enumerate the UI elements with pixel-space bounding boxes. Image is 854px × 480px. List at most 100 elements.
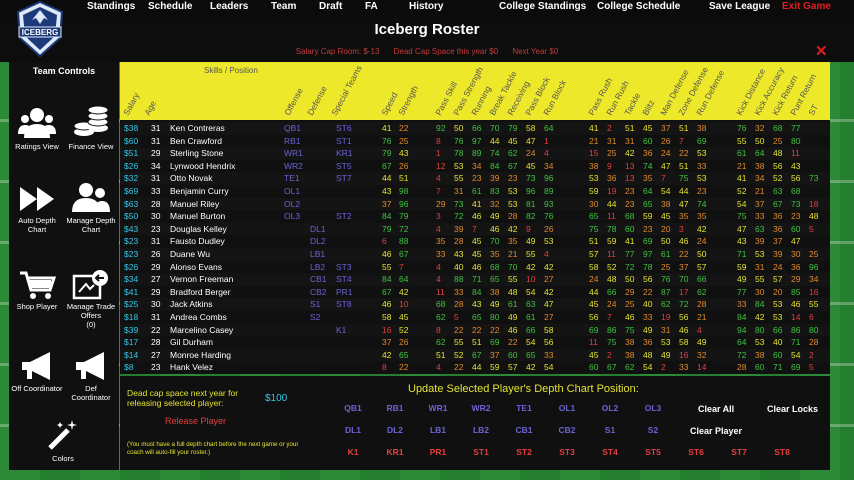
position-button-pr1[interactable]: PR1: [429, 447, 447, 457]
table-row[interactable]: $50 30 Manuel Burton OL3 ST2 84 79 3 72 46 49 28 82 7…: [120, 210, 830, 223]
skill-value-cell: 53: [454, 160, 464, 171]
position-button-qb1[interactable]: QB1: [344, 403, 362, 413]
column-header[interactable]: Salary: [121, 91, 142, 117]
skill-value-cell: 88: [399, 236, 409, 247]
table-row[interactable]: $39 22 Marcelino Casey K1 16 52 8 22 22 22 46 66 58 6…: [120, 323, 830, 337]
skill-value-cell: 35: [697, 211, 707, 222]
skill-value-cell: 22: [508, 337, 518, 348]
skill-value-cell: 11: [436, 286, 445, 297]
column-header[interactable]: Blitz: [640, 98, 657, 117]
column-header[interactable]: Speed: [379, 90, 400, 117]
nav-college-standings[interactable]: College Standings: [499, 1, 587, 12]
column-header[interactable]: ST: [806, 102, 821, 117]
nav-save-league[interactable]: Save League: [709, 1, 771, 12]
clear-all-button[interactable]: Clear All: [698, 404, 735, 414]
colors-button[interactable]: Colors: [37, 418, 89, 463]
skill-value-cell: 59: [490, 362, 500, 373]
nav-draft[interactable]: Draft: [319, 1, 343, 12]
table-row[interactable]: $43 23 Douglas Kelley DL1 79 72 4 39 7 46 42 9 26 75 7…: [120, 222, 830, 236]
skill-value-cell: 74: [697, 198, 707, 209]
column-header[interactable]: Defense: [305, 84, 329, 117]
skill-value-cell: 77: [791, 123, 801, 133]
table-row[interactable]: $69 33 Benjamin Curry OL1 43 98 7 31 61 83 53 96 89 5…: [120, 185, 830, 198]
table-row[interactable]: $60 31 Ben Crawford RB1 ST1 76 25 8 76 97 44 45 47 1 2…: [120, 135, 830, 148]
position-button-st7[interactable]: ST7: [731, 447, 747, 457]
position-button-wr1[interactable]: WR1: [428, 403, 448, 413]
position-button-ol1[interactable]: OL1: [558, 403, 576, 413]
table-row[interactable]: $34 27 Vernon Freeman CB1 ST4 84 64 4 88 71 65 55 10…: [120, 273, 830, 286]
table-row[interactable]: $51 29 Sterling Stone WR1 KR1 79 43 1 78 89 74 62 24…: [120, 147, 830, 160]
column-header[interactable]: Offense: [282, 86, 305, 117]
release-player-button[interactable]: Release Player: [165, 416, 227, 426]
position-button-st8[interactable]: ST8: [774, 447, 790, 457]
position-button-s2[interactable]: S2: [647, 425, 659, 435]
position-button-te1[interactable]: TE1: [516, 403, 532, 413]
table-row[interactable]: $63 28 Manuel Riley OL2 37 96 29 73 41 32 53 81 93 30…: [120, 197, 830, 211]
ratings-view-button[interactable]: Ratings View: [11, 106, 63, 151]
table-row[interactable]: $8 23 Hank Velez 8 22 4 22 44 59 57 42 54 60 67 62 54 2 3…: [120, 361, 830, 374]
column-header[interactable]: Special Teams: [329, 63, 364, 117]
position-button-k1[interactable]: K1: [347, 447, 359, 457]
position-button-ol2[interactable]: OL2: [601, 403, 619, 413]
table-row[interactable]: $23 26 Duane Wu LB1 46 67 33 43 45 35 21 55 4 57 11 77 9…: [120, 248, 830, 261]
shop-player-button[interactable]: Shop Player: [11, 270, 63, 311]
table-row[interactable]: $26 29 Alonso Evans LB2 ST3 55 7 4 40 46 68 70 42 42 5…: [120, 261, 830, 274]
position-button-ol3[interactable]: OL3: [644, 403, 662, 413]
nav-schedule[interactable]: Schedule: [148, 1, 193, 12]
table-row[interactable]: $18 31 Andrea Combs S2 58 45 62 5 65 80 49 61 27 56 7 4…: [120, 311, 830, 324]
clear-player-button[interactable]: Clear Player: [690, 426, 743, 436]
manage-depth-chart-button[interactable]: Manage Depth Chart: [65, 182, 117, 234]
position-button-lb1[interactable]: LB1: [429, 425, 447, 435]
table-row[interactable]: $14 27 Monroe Harding 42 65 51 52 67 37 60 65 33 45 2…: [120, 348, 830, 362]
nav-standings[interactable]: Standings: [87, 1, 136, 12]
position-button-st5[interactable]: ST5: [645, 447, 661, 457]
position-button-rb1[interactable]: RB1: [386, 403, 404, 413]
position-button-st6[interactable]: ST6: [688, 447, 704, 457]
position-button-wr2[interactable]: WR2: [471, 403, 491, 413]
column-header[interactable]: Tackle: [622, 91, 643, 117]
def-coordinator-button[interactable]: Def Coordinator: [65, 350, 117, 402]
skill-value-cell: 4: [436, 274, 441, 285]
off-coordinator-button[interactable]: Off Coordinator: [11, 350, 63, 393]
manage-trade-offers-button[interactable]: Manage Trade Offers (0): [65, 270, 117, 329]
table-row[interactable]: $17 28 Gil Durham 37 26 62 55 51 69 22 54 56 11 75 38 3…: [120, 336, 830, 349]
nav-college-schedule[interactable]: College Schedule: [597, 1, 681, 12]
nav-team[interactable]: Team: [271, 1, 297, 12]
position-button-cb2[interactable]: CB2: [558, 425, 576, 435]
skill-value-cell: 9: [526, 223, 531, 234]
close-icon[interactable]: ✕: [815, 43, 828, 60]
position-button-st2[interactable]: ST2: [516, 447, 532, 457]
position-button-st3[interactable]: ST3: [559, 447, 575, 457]
position-button-lb2[interactable]: LB2: [472, 425, 490, 435]
table-row[interactable]: $25 30 Jack Atkins S1 ST8 46 10 68 28 43 49 61 63 47 4…: [120, 298, 830, 311]
position-button-cb1[interactable]: CB1: [515, 425, 533, 435]
skill-value-cell: 28: [697, 299, 707, 310]
auto-depth-chart-label: Auto Depth Chart: [18, 216, 56, 234]
table-row[interactable]: $26 34 Lynwood Hendrix WR2 ST5 67 26 12 53 34 84 67…: [120, 160, 830, 173]
table-row[interactable]: $38 31 Ken Contreras QB1 ST6 41 22 92 50 66 70 79 58…: [120, 122, 830, 135]
cart-icon: [20, 271, 56, 299]
nav-history[interactable]: History: [409, 1, 444, 12]
nav-leaders[interactable]: Leaders: [210, 1, 249, 12]
skill-value-cell: 69: [643, 236, 653, 247]
position-button-st4[interactable]: ST4: [602, 447, 618, 457]
auto-depth-chart-button[interactable]: Auto Depth Chart: [11, 184, 63, 234]
nav-exit-game[interactable]: Exit Game: [782, 1, 831, 12]
position-button-st1[interactable]: ST1: [473, 447, 489, 457]
nav-fa[interactable]: FA: [365, 1, 378, 12]
skill-value-cell: 3: [436, 211, 441, 222]
position-button-s1[interactable]: S1: [604, 425, 616, 435]
skill-value-cell: 43: [472, 299, 482, 310]
table-row[interactable]: $23 31 Fausto Dudley DL2 6 88 35 28 45 70 35 49 53 51…: [120, 235, 830, 248]
column-header[interactable]: Age: [142, 98, 159, 117]
table-row[interactable]: $32 31 Otto Novak TE1 ST7 44 51 4 55 23 39 23 73 96 53…: [120, 172, 830, 185]
skill-value-cell: 85: [791, 286, 801, 297]
position-button-dl2[interactable]: DL2: [386, 425, 404, 435]
position-button-kr1[interactable]: KR1: [386, 447, 404, 457]
column-header[interactable]: Strength: [396, 83, 421, 117]
clear-locks-button[interactable]: Clear Locks: [767, 404, 819, 414]
table-row[interactable]: $41 29 Bradford Berger CB2 PR1 67 42 11 33 84 38 48…: [120, 286, 830, 299]
position-button-dl1[interactable]: DL1: [344, 425, 362, 435]
finance-view-button[interactable]: Finance View: [65, 106, 117, 151]
skill-value-cell: 68: [625, 211, 635, 222]
